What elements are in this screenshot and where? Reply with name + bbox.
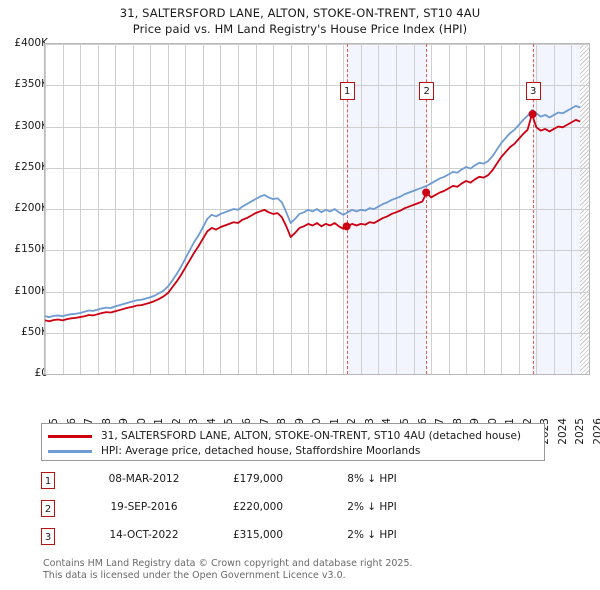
gridline-horizontal <box>45 85 589 86</box>
series-line <box>45 104 581 318</box>
y-axis-tick-label: £100K <box>14 284 48 297</box>
legend-label-hpi: HPI: Average price, detached house, Staf… <box>101 445 421 457</box>
transaction-marker-2: 2 <box>41 500 55 517</box>
page-subtitle: Price paid vs. HM Land Registry's House … <box>132 22 468 36</box>
x-axis-tick-label: 2024 <box>556 418 569 445</box>
event-line-2 <box>426 44 428 374</box>
x-axis-tick-label: 2026 <box>592 418 600 445</box>
series-line <box>45 113 581 323</box>
legend-label-price-paid: 31, SALTERSFORD LANE, ALTON, STOKE-ON-TR… <box>101 430 522 442</box>
transaction-hpi-delta: 8% ↓ HPI <box>347 473 397 485</box>
page-title: 31, SALTERSFORD LANE, ALTON, STOKE-ON-TR… <box>119 6 481 20</box>
legend-item-hpi: HPI: Average price, detached house, Staf… <box>48 444 538 458</box>
y-axis-labels: £0 £50K £100K £150K £200K £250K £300K £350K £400… <box>0 37 600 379</box>
transaction-marker-1: 1 <box>41 472 55 489</box>
y-axis-tick-label: £200K <box>14 202 48 214</box>
gridline-horizontal <box>45 44 589 45</box>
legend-item-price-paid: 31, SALTERSFORD LANE, ALTON, STOKE-ON-TR… <box>48 429 538 443</box>
transactions-table: 1 08-MAR-2012 £179,000 8% ↓ HPI 2 19-SEP… <box>41 470 461 554</box>
transaction-price: £220,000 <box>232 501 284 513</box>
transaction-hpi-delta: 2% ↓ HPI <box>347 529 397 541</box>
y-axis-tick-label: £300K <box>14 119 48 132</box>
transaction-point-1 <box>342 222 351 231</box>
y-axis-tick-label: £150K <box>14 243 48 256</box>
transaction-hpi-delta: 2% ↓ HPI <box>347 501 397 513</box>
y-axis-tick-label: £350K <box>14 78 48 91</box>
chart-marker-1: 1 <box>339 82 355 100</box>
gridline-horizontal <box>45 333 589 334</box>
event-line-1 <box>346 44 348 374</box>
table-row: 2 19-SEP-2016 £220,000 2% ↓ HPI <box>41 498 461 526</box>
transaction-date: 14-OCT-2022 <box>109 529 179 541</box>
footer-line-2: This data is licensed under the Open Gov… <box>43 569 346 581</box>
plot-area: 1 2 3 <box>44 43 590 375</box>
chart-container: £0 £50K £100K £150K £200K £250K £300K £350K £400… <box>0 37 600 445</box>
footer-line-1: Contains HM Land Registry data © Crown c… <box>43 558 413 569</box>
transaction-point-3 <box>528 110 537 119</box>
transaction-marker-3: 3 <box>41 528 55 545</box>
chart-title-block: 31, SALTERSFORD LANE, ALTON, STOKE-ON-TR… <box>0 0 600 37</box>
legend-swatch-price-paid <box>48 434 92 438</box>
chart-legend: 31, SALTERSFORD LANE, ALTON, STOKE-ON-TR… <box>41 423 545 461</box>
gridline-vertical <box>589 44 590 374</box>
x-axis-tick-label: 2025 <box>574 418 587 445</box>
table-row: 3 14-OCT-2022 £315,000 2% ↓ HPI <box>41 526 461 554</box>
transaction-date: 08-MAR-2012 <box>108 473 180 485</box>
transaction-date: 19-SEP-2016 <box>110 501 178 513</box>
transaction-point-2 <box>422 188 431 197</box>
transaction-price: £179,000 <box>232 473 284 485</box>
event-line-3 <box>532 44 534 374</box>
series-lines <box>45 104 581 323</box>
gridline-horizontal <box>45 292 589 293</box>
legend-swatch-hpi <box>48 449 92 453</box>
chart-marker-3: 3 <box>525 82 541 100</box>
gridline-horizontal <box>45 250 589 251</box>
transaction-price: £315,000 <box>232 529 284 541</box>
y-axis-tick-label: £50K <box>21 325 48 338</box>
table-row: 1 08-MAR-2012 £179,000 8% ↓ HPI <box>41 470 461 498</box>
chart-marker-2: 2 <box>419 82 435 100</box>
gridline-horizontal <box>45 127 589 128</box>
gridline-horizontal <box>45 168 589 169</box>
y-axis-tick-label: £250K <box>14 160 48 173</box>
y-axis-tick-label: £400K <box>14 37 48 49</box>
footer-attribution: Contains HM Land Registry data © Crown c… <box>43 558 583 581</box>
